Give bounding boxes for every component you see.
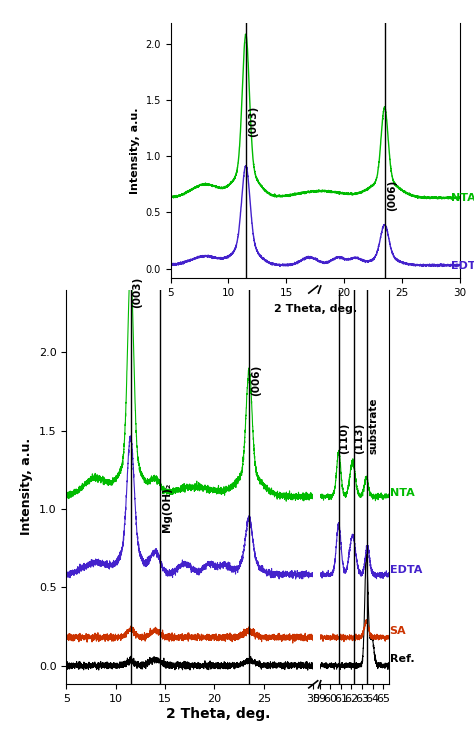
Text: (003): (003) bbox=[248, 105, 258, 137]
Text: EDTA: EDTA bbox=[450, 261, 474, 271]
Text: NTA: NTA bbox=[450, 193, 474, 203]
Text: NTA: NTA bbox=[390, 488, 414, 498]
X-axis label: 2 Theta, deg.: 2 Theta, deg. bbox=[273, 304, 357, 314]
Y-axis label: Intensity, a.u.: Intensity, a.u. bbox=[130, 107, 140, 194]
Text: (006): (006) bbox=[387, 180, 397, 211]
Text: (006): (006) bbox=[251, 365, 261, 396]
Text: (003): (003) bbox=[132, 277, 142, 308]
Text: SA: SA bbox=[390, 626, 406, 636]
Text: Mg(OH)₂: Mg(OH)₂ bbox=[162, 483, 172, 532]
Y-axis label: Intensity, a.u.: Intensity, a.u. bbox=[20, 438, 33, 535]
Text: substrate: substrate bbox=[368, 398, 378, 454]
Text: (110): (110) bbox=[339, 423, 349, 454]
Text: (113): (113) bbox=[355, 423, 365, 454]
Text: EDTA: EDTA bbox=[390, 565, 422, 575]
Text: 2 Theta, deg.: 2 Theta, deg. bbox=[166, 708, 270, 721]
Text: Ref.: Ref. bbox=[390, 654, 414, 664]
